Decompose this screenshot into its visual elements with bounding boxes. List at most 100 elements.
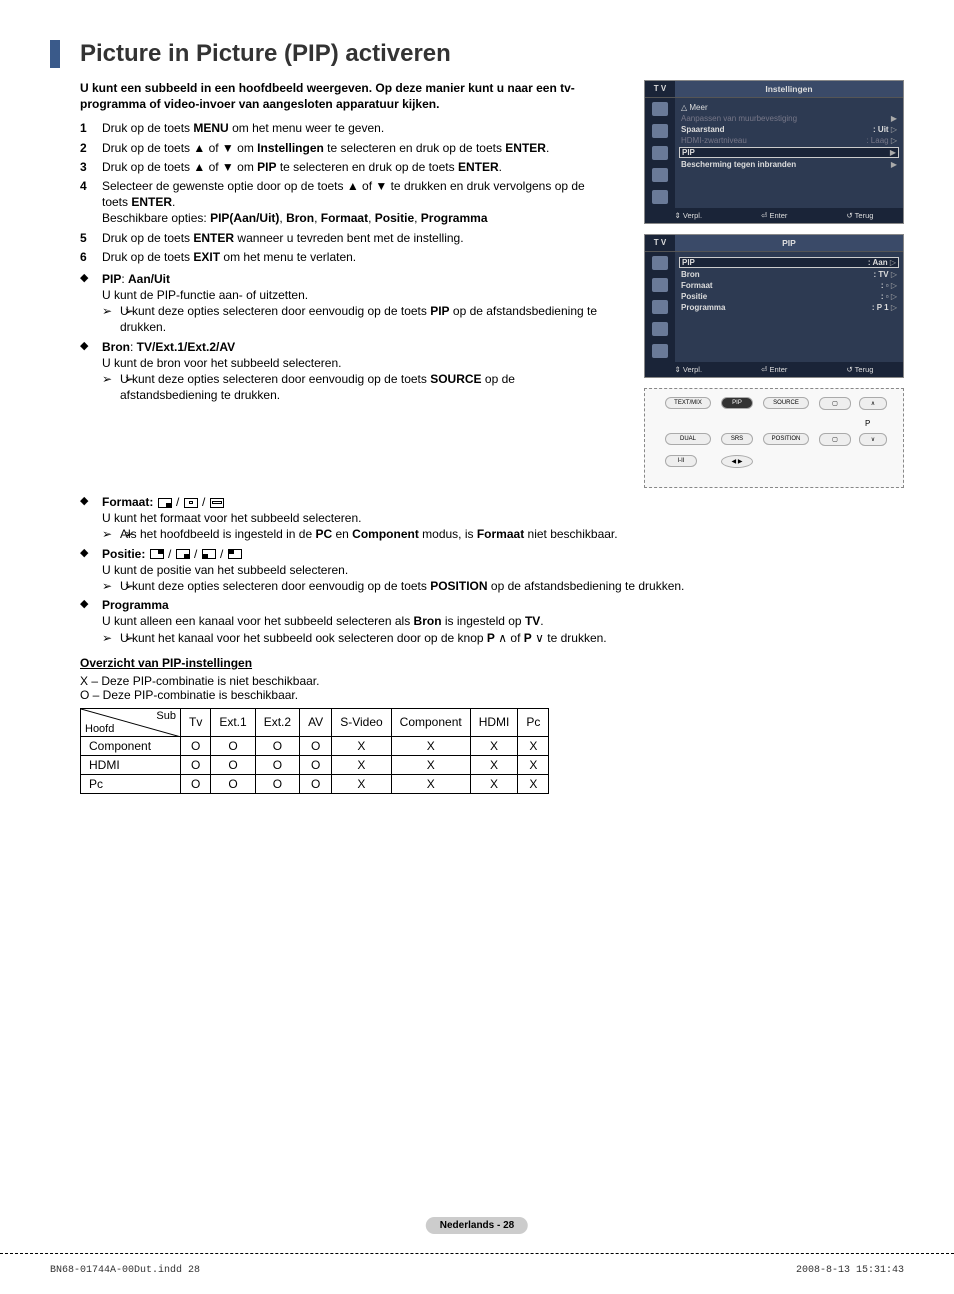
osd-tv-label: T V	[645, 235, 675, 251]
table-row-label: Component	[81, 736, 181, 755]
tv-icon	[652, 102, 668, 116]
remote-key-p: P	[865, 419, 870, 428]
gear-icon	[652, 168, 668, 182]
remote-key-nav: ◀ ▶	[721, 455, 753, 468]
page-title: Picture in Picture (PIP) activeren	[80, 40, 904, 68]
overview-heading: Overzicht van PIP-instellingen	[80, 656, 904, 670]
position-icon	[202, 549, 216, 559]
osd-tv-label: T V	[645, 81, 675, 97]
table-column-header: Ext.2	[255, 708, 299, 736]
step-2: Druk op de toets ▲ of ▼ om Instellingen …	[80, 140, 614, 156]
table-row: ComponentOOOOXXXX	[81, 736, 549, 755]
pip-table: Sub Hoofd TvExt.1Ext.2AVS-VideoComponent…	[80, 708, 549, 794]
table-body: ComponentOOOOXXXXHDMIOOOOXXXXPcOOOOXXXX	[81, 736, 549, 793]
position-icon	[150, 549, 164, 559]
table-column-header: Pc	[518, 708, 549, 736]
option-programma: Programma U kunt alleen een kanaal voor …	[80, 597, 904, 646]
step-6: Druk op de toets EXIT om het menu te ver…	[80, 249, 614, 265]
table-cell: O	[300, 774, 332, 793]
paint-icon	[652, 190, 668, 204]
osd-row-positie: Positie: ▫ ▷	[681, 291, 897, 302]
main-text-column: U kunt een subbeeld in een hoofdbeeld we…	[50, 80, 624, 488]
osd-footer: ⇕ Verpl.⏎ Enter↺ Terug	[645, 208, 903, 223]
osd-row-bescherming: Bescherming tegen inbranden▶	[681, 159, 897, 170]
paint-icon	[652, 344, 668, 358]
table-column-header: Component	[391, 708, 470, 736]
table-cell: X	[518, 736, 549, 755]
steps-list: Druk op de toets MENU om het menu weer t…	[80, 120, 614, 265]
sound-icon	[652, 146, 668, 160]
osd-footer: ⇕ Verpl.⏎ Enter↺ Terug	[645, 362, 903, 377]
options-list-continued: Formaat: / / U kunt het formaat voor het…	[80, 494, 904, 646]
table-cell: X	[391, 755, 470, 774]
step-3: Druk op de toets ▲ of ▼ om PIP te select…	[80, 159, 614, 175]
remote-key-position: POSITION	[763, 433, 809, 445]
print-filename: BN68-01744A-00Dut.indd 28	[50, 1265, 200, 1276]
osd-title: PIP	[675, 235, 903, 251]
table-cell: O	[300, 736, 332, 755]
osd-row-pip-toggle: PIP: Aan ▷	[679, 257, 899, 268]
print-timestamp: 2008-8-13 15:31:43	[796, 1265, 904, 1276]
osd-row-bron: Bron: TV ▷	[681, 269, 897, 280]
remote-key-down: ∨	[859, 433, 887, 446]
table-corner-cell: Sub Hoofd	[81, 708, 181, 736]
table-cell: O	[181, 774, 211, 793]
table-column-header: S-Video	[332, 708, 391, 736]
table-cell: O	[255, 774, 299, 793]
osd-row-spaarstand: Spaarstand: Uit ▷	[681, 124, 897, 135]
remote-key-source: SOURCE	[763, 397, 809, 409]
option-bron: Bron: TV/Ext.1/Ext.2/AV U kunt de bron v…	[80, 339, 614, 404]
table-row: HDMIOOOOXXXX	[81, 755, 549, 774]
remote-key-pip: PIP	[721, 397, 753, 409]
remote-key-size: ▢	[819, 397, 851, 410]
table-row: PcOOOOXXXX	[81, 774, 549, 793]
remote-key-srs: SRS	[721, 433, 753, 445]
intro-paragraph: U kunt een subbeeld in een hoofdbeeld we…	[80, 80, 614, 112]
osd-instellingen: T V Instellingen △ Meer Aanpassen van mu…	[644, 80, 904, 224]
position-icon	[176, 549, 190, 559]
picture-icon	[652, 124, 668, 138]
print-metadata: BN68-01744A-00Dut.indd 28 2008-8-13 15:3…	[50, 1265, 904, 1276]
crop-line	[0, 1253, 954, 1254]
step-4: Selecteer de gewenste optie door op de t…	[80, 178, 614, 227]
title-bar: Picture in Picture (PIP) activeren	[50, 40, 904, 68]
osd-row-meer: △ Meer	[681, 102, 897, 113]
table-header-row: Sub Hoofd TvExt.1Ext.2AVS-VideoComponent…	[81, 708, 549, 736]
step-1: Druk op de toets MENU om het menu weer t…	[80, 120, 614, 136]
legend-x: X – Deze PIP-combinatie is niet beschikb…	[80, 674, 904, 688]
table-cell: O	[255, 736, 299, 755]
gear-icon	[652, 322, 668, 336]
osd-row-hdmi: HDMI-zwartniveau: Laag ▷	[681, 135, 897, 146]
table-cell: O	[211, 755, 255, 774]
osd-icon-strip	[645, 252, 675, 362]
sound-icon	[652, 300, 668, 314]
osd-row-formaat: Formaat: ▫ ▷	[681, 280, 897, 291]
format-icon	[158, 498, 172, 508]
format-icon	[184, 498, 198, 508]
legend-o: O – Deze PIP-combinatie is beschikbaar.	[80, 688, 904, 702]
remote-key-pos2: ▢	[819, 433, 851, 446]
table-cell: X	[332, 755, 391, 774]
table-cell: O	[181, 736, 211, 755]
option-formaat: Formaat: / / U kunt het formaat voor het…	[80, 494, 904, 543]
remote-key-dual: DUAL	[665, 433, 711, 445]
table-column-header: AV	[300, 708, 332, 736]
options-list: PIP: Aan/Uit U kunt de PIP-functie aan- …	[80, 271, 614, 404]
remote-key-mode: I-II	[665, 455, 697, 467]
table-cell: X	[470, 774, 518, 793]
table-cell: X	[470, 755, 518, 774]
table-column-header: HDMI	[470, 708, 518, 736]
table-cell: O	[181, 755, 211, 774]
remote-key-textmix: TEXT/MIX	[665, 397, 711, 409]
table-column-header: Ext.1	[211, 708, 255, 736]
table-cell: X	[470, 736, 518, 755]
table-cell: X	[332, 736, 391, 755]
option-pip: PIP: Aan/Uit U kunt de PIP-functie aan- …	[80, 271, 614, 336]
table-cell: O	[211, 736, 255, 755]
picture-icon	[652, 278, 668, 292]
osd-icon-strip	[645, 98, 675, 208]
table-cell: X	[391, 774, 470, 793]
osd-pip: T V PIP PIP: Aan ▷ Bron: TV ▷ Formaat:	[644, 234, 904, 378]
table-cell: X	[332, 774, 391, 793]
position-icon	[228, 549, 242, 559]
